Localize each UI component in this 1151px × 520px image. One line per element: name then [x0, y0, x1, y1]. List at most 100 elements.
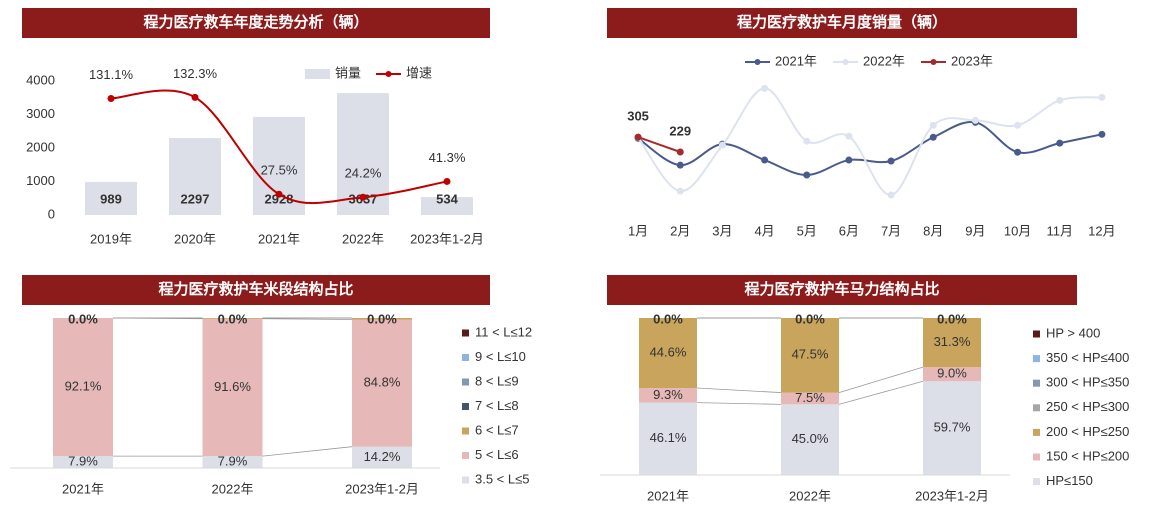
bar-segment	[923, 381, 981, 475]
legend-marker	[754, 59, 761, 65]
data-label: 9.3%	[653, 387, 683, 402]
point	[1098, 130, 1106, 138]
point	[718, 141, 726, 149]
data-label: 44.6%	[650, 344, 687, 359]
legend-label: 3.5 < L≤5	[475, 471, 529, 486]
chart-title: 程力医疗救护车马力结构占比	[744, 280, 939, 298]
bar-segment	[923, 367, 981, 382]
legend-swatch	[1033, 453, 1040, 461]
bar-segment	[639, 318, 697, 389]
x-tick-label: 9月	[965, 223, 985, 238]
data-label: 24.2%	[345, 166, 382, 181]
legend-label: 2023年	[951, 53, 993, 68]
bar-segment	[781, 318, 839, 393]
y-tick-label: 3000	[26, 106, 55, 121]
bar	[85, 181, 137, 215]
chart-title: 程力医疗救护车米段结构占比	[158, 280, 353, 298]
data-label: 534	[436, 191, 458, 206]
x-tick-label: 2022年	[789, 488, 831, 503]
legend-label: HP > 400	[1046, 325, 1100, 340]
point	[845, 132, 853, 140]
legend-label: 5 < L≤6	[475, 447, 519, 462]
x-tick-label: 2月	[670, 223, 690, 238]
data-label: 2297	[181, 191, 210, 206]
data-label: 46.1%	[650, 430, 687, 445]
title-banner	[607, 275, 1077, 305]
point	[803, 171, 811, 179]
data-label: 0.0%	[937, 311, 967, 326]
data-label: 0.0%	[218, 311, 248, 326]
data-label: 41.3%	[429, 150, 466, 165]
point	[634, 133, 642, 141]
data-label: 989	[100, 191, 122, 206]
legend-label: 200 < HP≤250	[1046, 424, 1129, 439]
point	[929, 121, 937, 129]
data-label: 0.0%	[653, 311, 683, 326]
y-tick-label: 4000	[26, 72, 55, 87]
point	[443, 177, 451, 185]
bar-segment	[352, 318, 412, 320]
series-connector	[696, 402, 782, 405]
point	[803, 137, 811, 145]
point	[1056, 139, 1064, 147]
point	[929, 133, 937, 141]
data-label: 84.8%	[364, 375, 401, 390]
point	[971, 116, 979, 124]
legend-marker	[930, 59, 937, 65]
bar-segment	[639, 388, 697, 403]
legend-swatch	[305, 69, 330, 79]
point	[676, 187, 684, 195]
x-tick-label: 2022年	[342, 231, 384, 246]
chart-title: 程力医疗救护车月度销量（辆）	[737, 13, 947, 31]
legend-swatch	[462, 452, 469, 459]
data-label: 7.9%	[68, 454, 98, 469]
data-label: 47.5%	[792, 347, 829, 362]
series-connector	[696, 387, 782, 393]
line	[637, 87, 1102, 197]
data-label: 0.0%	[68, 311, 98, 326]
title-banner	[22, 8, 490, 38]
bar-segment	[202, 456, 263, 468]
data-label: 59.7%	[934, 420, 971, 435]
legend-label: 150 < HP≤200	[1046, 448, 1129, 463]
point	[676, 161, 684, 169]
data-label: 92.1%	[65, 379, 102, 394]
point	[887, 191, 895, 199]
title-banner	[607, 8, 1077, 38]
data-label: 7.5%	[795, 390, 825, 405]
series-connector	[838, 366, 924, 393]
legend-label: 增速	[406, 65, 432, 80]
x-tick-label: 6月	[839, 223, 859, 238]
legend-swatch	[1033, 379, 1040, 387]
legend-swatch	[462, 329, 469, 337]
bar-segment	[352, 319, 412, 447]
line	[637, 120, 1103, 176]
legend-label: 9 < L≤10	[475, 349, 526, 364]
x-tick-label: 12月	[1088, 223, 1115, 238]
x-tick-label: 2021年	[258, 231, 300, 246]
legend-label: 2022年	[863, 53, 905, 68]
point	[845, 156, 853, 164]
legend-swatch	[1033, 404, 1040, 412]
legend-swatch	[462, 378, 469, 386]
x-tick-label: 3月	[712, 223, 732, 238]
data-label: 229	[669, 123, 691, 138]
data-label: 131.1%	[89, 67, 134, 82]
point	[676, 148, 684, 156]
legend-label: 6 < L≤7	[475, 422, 519, 437]
line	[637, 136, 681, 153]
legend-label: 350 < HP≤400	[1046, 350, 1129, 365]
data-label: 91.6%	[214, 379, 251, 394]
x-tick-label: 2019年	[90, 231, 132, 246]
x-tick-label: 2021年	[62, 481, 104, 496]
bar-segment	[781, 404, 839, 475]
x-tick-label: 2020年	[174, 231, 216, 246]
data-label: 0.0%	[795, 311, 825, 326]
x-tick-label: 11月	[1047, 223, 1074, 238]
title-banner	[22, 275, 490, 305]
bar	[421, 197, 473, 215]
data-label: 2928	[265, 191, 294, 206]
legend-swatch	[1033, 355, 1040, 363]
legend-swatch	[462, 476, 469, 484]
x-tick-label: 2023年1-2月	[410, 231, 484, 246]
